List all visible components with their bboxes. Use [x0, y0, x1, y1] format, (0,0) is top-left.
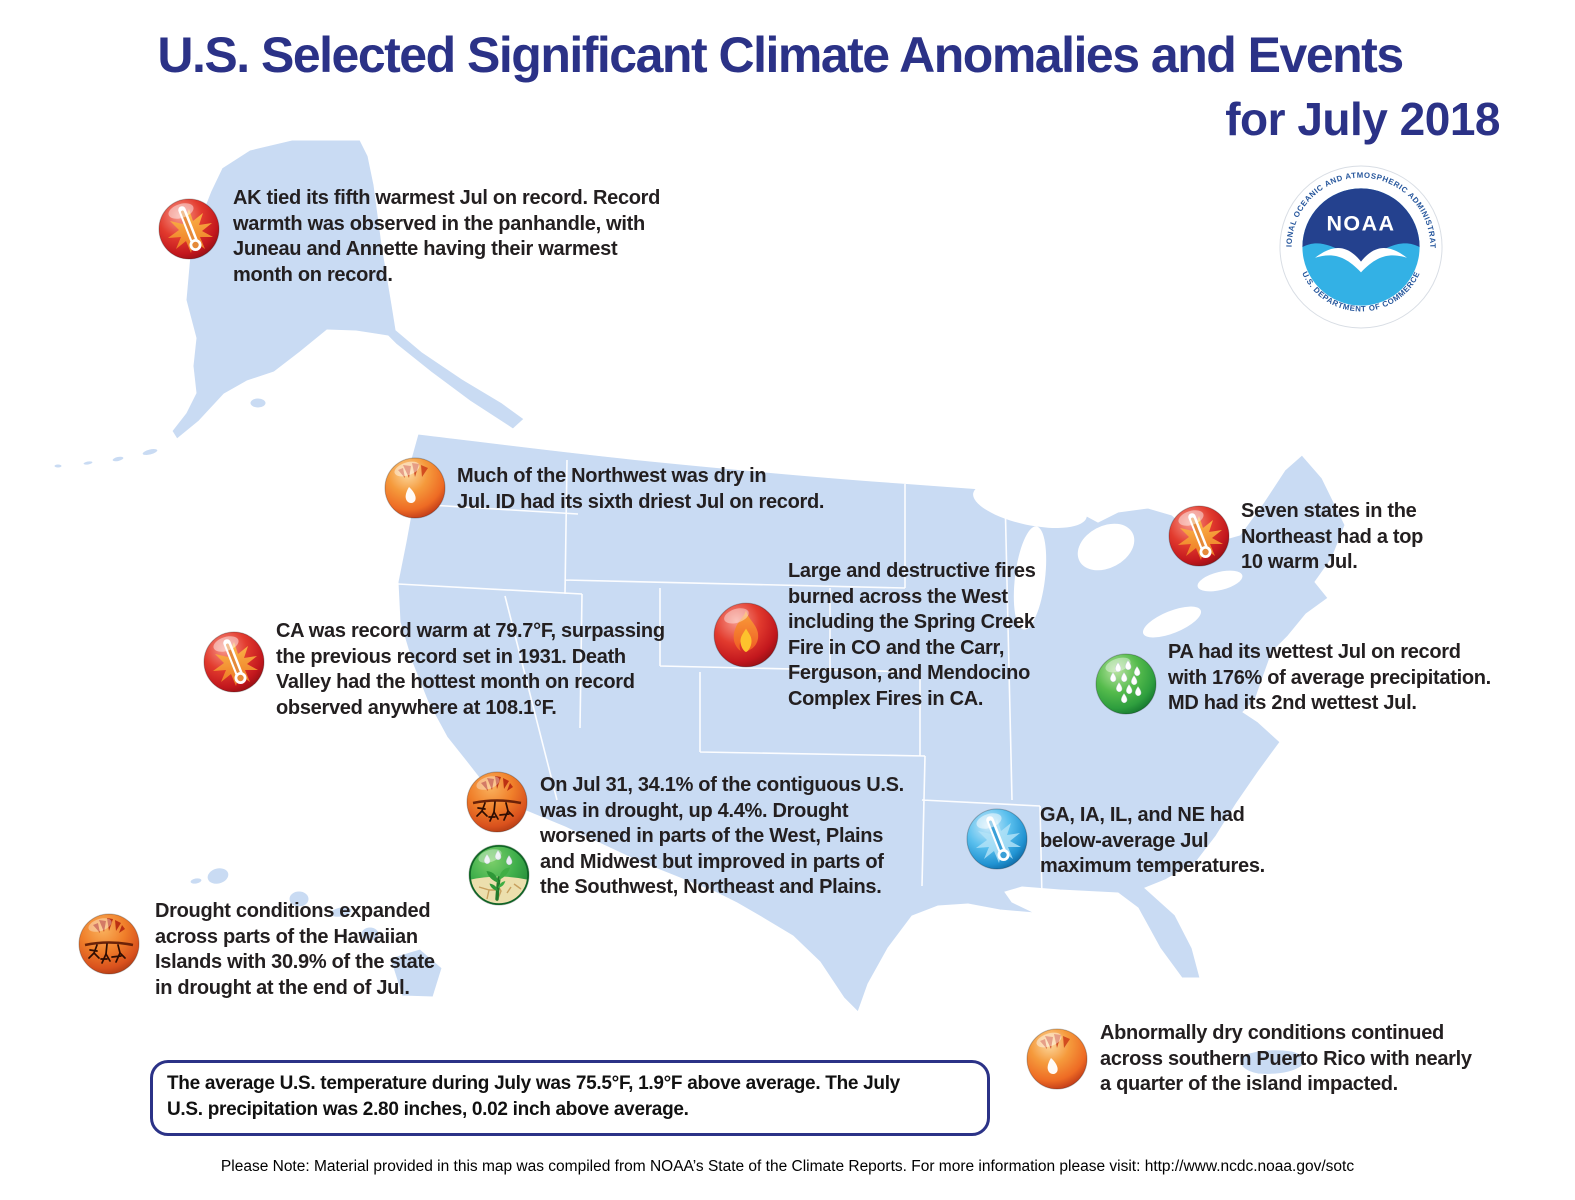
page-title: U.S. Selected Significant Climate Anomal… [157, 27, 1404, 83]
aleutian-islands-shape [53, 448, 159, 469]
callout-northwest: Much of the Northwest was dry in Jul. ID… [457, 465, 825, 513]
callout-drought: On Jul 31, 34.1% of the contiguous U.S. … [540, 774, 904, 898]
callout-california: CA was record warm at 79.7°F, surpassing… [276, 620, 665, 719]
callout-alaska: AK tied its fifth warmest Jul on record.… [233, 187, 661, 286]
hawaii-shape [189, 867, 443, 998]
noaa-logo: NOAA NATIONAL OCEANIC AND ATMOSPHERIC AD… [1278, 164, 1443, 329]
callout-northeast: Seven states in the Northeast had a top … [1241, 500, 1424, 573]
dry-icon [383, 456, 447, 520]
summary-text: The average U.S. temperature during July… [167, 1073, 900, 1120]
drought-icon [465, 770, 529, 834]
summary-box: The average U.S. temperature during July… [150, 1060, 990, 1136]
callout-west-fires: Large and destructive fires burned acros… [788, 560, 1036, 710]
callout-hawaii: Drought conditions expanded across parts… [155, 900, 435, 999]
alaska-shape [171, 139, 525, 440]
contiguous-us-shape [397, 433, 1346, 1013]
puerto-rico-shape [1239, 1049, 1304, 1075]
callout-pennsylvania: PA had its wettest Jul on record with 17… [1168, 641, 1491, 714]
noaa-logo-text: NOAA [1326, 211, 1395, 235]
page-subtitle: for July 2018 [1225, 93, 1500, 145]
drought-icon [77, 912, 141, 976]
callout-cool-max: GA, IA, IL, and NE had below-average Jul… [1040, 804, 1265, 877]
record-warmth-icon [157, 197, 221, 261]
record-warmth-icon [1167, 504, 1231, 568]
kodiak-island-shape [249, 397, 267, 409]
record-warmth-icon [202, 630, 266, 694]
callout-puerto-rico: Abnormally dry conditions continued acro… [1100, 1022, 1472, 1095]
great-lakes-shape [973, 482, 1243, 638]
drought-improvement-icon [467, 843, 531, 907]
dry-icon [1025, 1027, 1089, 1091]
below-average-temp-icon [965, 807, 1029, 871]
fire-icon [712, 601, 780, 669]
state-borders [397, 459, 1043, 899]
wet-icon [1094, 652, 1158, 716]
footnote: Please Note: Material provided in this m… [220, 1158, 1355, 1175]
